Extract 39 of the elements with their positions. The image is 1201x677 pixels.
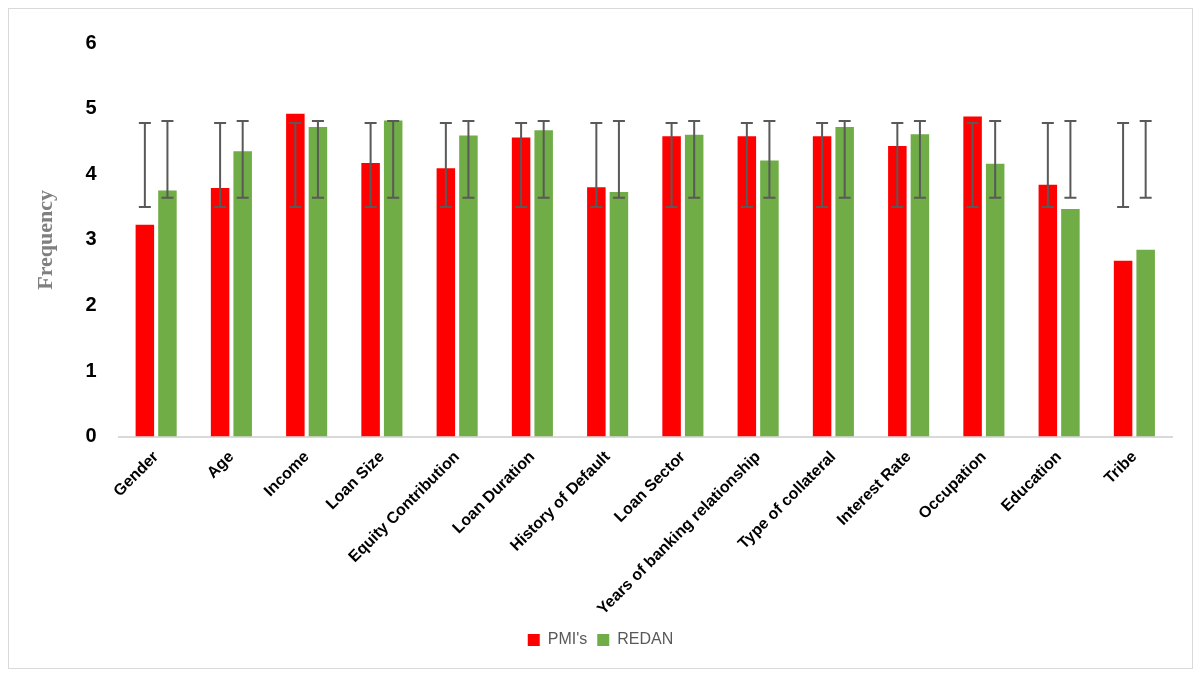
bar (963, 116, 982, 437)
y-tick-label: 3 (85, 227, 97, 250)
bar (361, 163, 380, 437)
bar (383, 120, 403, 437)
x-tick-label: Age (203, 447, 237, 482)
legend-label: REDAN (617, 630, 674, 648)
y-tick-label: 5 (85, 96, 97, 119)
bar (135, 224, 155, 437)
bar (684, 134, 704, 437)
y-tick-label: 0 (85, 424, 97, 447)
bar (910, 134, 930, 437)
bar (1061, 208, 1080, 437)
bar (158, 190, 177, 437)
y-axis-title: Frequency (31, 189, 57, 290)
bar (835, 126, 854, 437)
legend-label: PMI's (547, 630, 588, 648)
bar (308, 126, 328, 437)
y-tick-label: 4 (85, 161, 98, 184)
bar (812, 136, 832, 437)
bar (436, 168, 456, 437)
bar (760, 160, 779, 437)
bar (662, 136, 681, 437)
bar (233, 151, 252, 437)
bar (534, 130, 553, 437)
bar (210, 187, 230, 437)
y-tick-label: 2 (85, 292, 97, 315)
bar (1113, 260, 1133, 437)
bar (737, 136, 757, 437)
bar (1136, 249, 1155, 437)
bar (511, 137, 531, 437)
bar (286, 113, 305, 437)
bar (459, 135, 478, 437)
bar (587, 187, 606, 437)
bar (609, 191, 629, 437)
y-tick-label: 1 (85, 358, 97, 381)
bar (888, 146, 907, 437)
y-tick-label: 6 (85, 30, 97, 53)
bar (1038, 184, 1058, 437)
bar (985, 163, 1005, 437)
